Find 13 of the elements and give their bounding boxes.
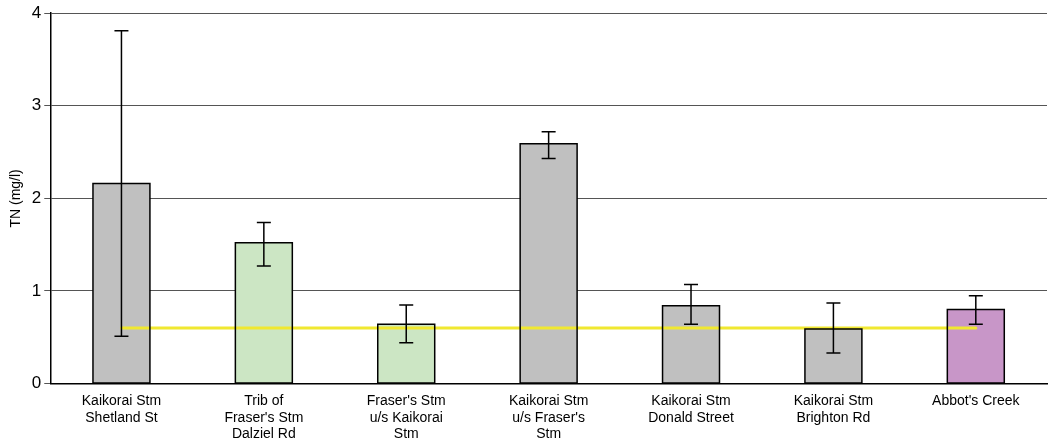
y-tick-label: 1 bbox=[31, 280, 42, 300]
x-tick-label: Kaikorai Stm Brighton Rd bbox=[793, 391, 874, 425]
x-tick-label: Trib of Fraser's Stm Dalziel Rd bbox=[224, 391, 304, 442]
y-tick-label: 0 bbox=[31, 373, 42, 393]
y-tick-label: 2 bbox=[31, 188, 42, 208]
x-tick-label: Kaikorai Stm u/s Fraser's Stm bbox=[508, 391, 589, 442]
y-tick-label: 4 bbox=[31, 2, 42, 22]
y-axis-title: TN (mg/l) bbox=[7, 169, 24, 228]
x-tick-label: Fraser's Stm u/s Kaikorai Stm bbox=[366, 391, 446, 442]
x-tick-label: Kaikorai Stm Donald Street bbox=[648, 391, 734, 425]
x-tick-label: Kaikorai Stm Shetland St bbox=[81, 391, 162, 425]
x-tick-label: Abbot's Creek bbox=[932, 391, 1021, 408]
y-tick-label: 3 bbox=[31, 95, 42, 115]
